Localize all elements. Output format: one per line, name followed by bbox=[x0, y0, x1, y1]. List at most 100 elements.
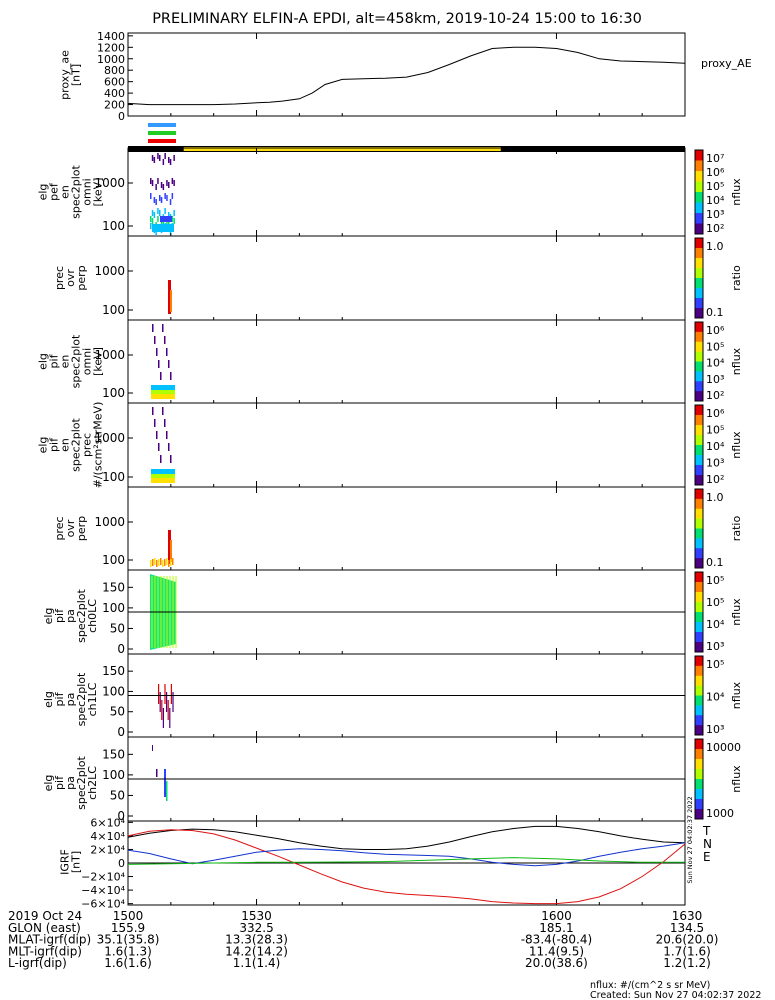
colorbar: 10000 1000 nflux bbox=[694, 738, 743, 820]
spectrogram-cell bbox=[164, 684, 166, 704]
y-tick-label: 100 bbox=[102, 219, 125, 233]
colorbar-segment bbox=[695, 739, 703, 750]
table-cell: 1.6(1.3) bbox=[104, 944, 152, 958]
spectrogram-panel-4: 1000 100 elgpifenspec2plotprec#/(scm²strMe… bbox=[37, 402, 744, 489]
table-cell: 1630 bbox=[672, 909, 703, 923]
colorbar-tick-label: 10⁴ bbox=[706, 440, 725, 453]
colorbar: 1.0 0.1 ratio bbox=[694, 488, 743, 569]
colorbar-segment bbox=[695, 759, 703, 770]
y-axis-label: elg bbox=[37, 353, 50, 370]
y-axis-label: omni bbox=[81, 348, 94, 375]
y-tick-label: 1000 bbox=[94, 515, 125, 529]
spectrogram-cell bbox=[170, 559, 172, 566]
colorbar-tick-label: 10⁴ bbox=[706, 194, 725, 207]
y-tick-label: 150 bbox=[102, 747, 125, 761]
colorbar-frame bbox=[694, 738, 704, 820]
spectrogram-cell bbox=[173, 155, 175, 161]
colorbar-segment bbox=[695, 415, 703, 426]
colorbar-segment bbox=[695, 288, 703, 299]
spectrogram-cell bbox=[166, 781, 168, 801]
table-cell: 20.6(20.0) bbox=[656, 933, 719, 947]
igrf-line-green bbox=[127, 857, 685, 865]
colorbar-segment bbox=[695, 361, 703, 372]
colorbar-segment bbox=[695, 799, 703, 810]
y-axis-label: spec2plot bbox=[75, 589, 88, 643]
zone-marker-green bbox=[148, 131, 176, 135]
colorbar-tick-label: 10³ bbox=[706, 723, 724, 736]
spectrogram-cell bbox=[158, 559, 160, 566]
table-row-label: 2019 Oct 24 bbox=[8, 909, 82, 923]
y-tick-label: −6×10⁴ bbox=[81, 898, 125, 911]
table-row-label: MLAT-igrf(dip) bbox=[8, 933, 91, 947]
y-axis-label: prec bbox=[81, 433, 94, 457]
colorbar-segment bbox=[695, 749, 703, 760]
colorbar-tick-label: 0.1 bbox=[706, 306, 724, 319]
igrf-line-T bbox=[127, 825, 686, 850]
igrf-legend-N: N bbox=[703, 837, 712, 851]
spectrogram-cell bbox=[154, 558, 156, 565]
colorbar-frame bbox=[694, 404, 704, 486]
spectrogram-cell bbox=[170, 684, 172, 704]
colorbar-segment bbox=[695, 322, 703, 333]
colorbar-segment bbox=[695, 371, 703, 382]
spectrogram-cell bbox=[154, 419, 156, 427]
spectrogram-cell bbox=[157, 216, 159, 222]
y-axis-label: [keV] bbox=[92, 178, 105, 207]
colorbar-tick-label: 10⁴ bbox=[706, 618, 725, 631]
colorbar-segment bbox=[695, 181, 703, 193]
y-axis-label: elg bbox=[37, 437, 50, 454]
y-axis-label: omni bbox=[81, 178, 94, 205]
colorbar-segment bbox=[695, 572, 703, 583]
colorbar-segment bbox=[695, 381, 703, 392]
spectrogram-cell bbox=[150, 216, 152, 222]
y-tick-label: 100 bbox=[102, 470, 125, 484]
colorbar-segment bbox=[695, 685, 703, 696]
colorbar-frame bbox=[694, 488, 704, 569]
y-axis-label: pa bbox=[64, 693, 77, 707]
spectrogram-cell bbox=[169, 199, 172, 205]
spectrogram-cell bbox=[151, 469, 175, 474]
y-axis-label: pif bbox=[53, 691, 66, 706]
colorbar-segment bbox=[695, 656, 703, 667]
proxy-ae-line bbox=[127, 46, 686, 106]
table-cell: 20.0(38.6) bbox=[525, 956, 588, 970]
y-axis-label: pif bbox=[48, 353, 61, 368]
spectrogram-cell bbox=[152, 324, 154, 332]
spectrogram-cell bbox=[158, 684, 160, 704]
y-tick-label: 0 bbox=[117, 809, 125, 823]
spectrogram-cell bbox=[160, 558, 162, 565]
colorbar-segment bbox=[695, 675, 703, 687]
y-axis-label: prec bbox=[53, 266, 66, 290]
spectrogram-cell bbox=[162, 159, 165, 165]
y-axis-label: pef bbox=[48, 182, 61, 201]
table-row-label: L-igrf(dip) bbox=[8, 956, 67, 970]
created-timestamp: Created: Sun Nov 27 04:02:37 2022 bbox=[590, 990, 761, 1000]
colorbar-tick-label: 1000 bbox=[706, 807, 734, 820]
y-axis-label: perp bbox=[75, 265, 88, 290]
spectrogram-cell bbox=[156, 348, 158, 356]
colorbar-tick-label: 10³ bbox=[706, 640, 724, 653]
colorbar-segment bbox=[695, 642, 703, 653]
y-axis-label: ch1LC bbox=[86, 682, 99, 716]
colorbar-frame bbox=[694, 237, 704, 319]
spectrogram-cell bbox=[168, 360, 170, 368]
colorbar-segment bbox=[695, 238, 703, 249]
spectrogram-cell bbox=[160, 220, 163, 226]
colorbar: 10⁵ 10⁵ 10⁴ 10³ nflux bbox=[694, 571, 743, 653]
colorbar-segment bbox=[695, 779, 703, 790]
panel-frame bbox=[127, 32, 686, 117]
colorbar-tick-label: 10⁶ bbox=[706, 407, 725, 420]
table-row-label: MLT-igrf(dip) bbox=[8, 944, 82, 958]
y-axis-label: spec2plot bbox=[75, 756, 88, 810]
y-tick-label: 0 bbox=[118, 857, 125, 870]
colorbar-segment bbox=[695, 612, 703, 623]
colorbar-segment bbox=[695, 498, 703, 510]
colorbar-segment bbox=[695, 489, 703, 500]
spectrogram-cell bbox=[160, 455, 162, 463]
colorbar-segment bbox=[695, 538, 703, 549]
colorbar-tick-label: 10⁶ bbox=[706, 166, 725, 179]
spectrogram-cell bbox=[169, 159, 172, 165]
